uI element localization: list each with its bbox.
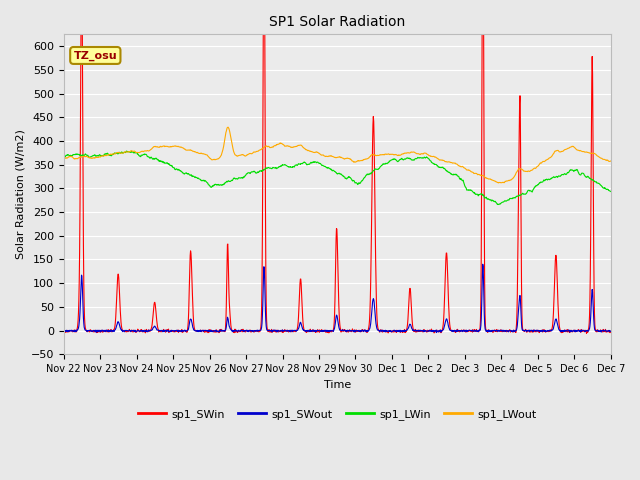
sp1_SWin — [607, 328, 614, 334]
sp1_SWout — [479, 261, 486, 267]
sp1_SWout — [433, 330, 440, 336]
sp1_LWout — [607, 158, 614, 164]
sp1_LWout — [181, 146, 189, 152]
sp1_LWout — [225, 124, 232, 130]
sp1_LWin — [243, 171, 251, 177]
sp1_LWout — [495, 180, 502, 186]
sp1_LWin — [607, 189, 614, 194]
sp1_LWout — [60, 155, 67, 160]
X-axis label: Time: Time — [324, 380, 351, 390]
sp1_SWin — [422, 328, 429, 334]
Line: sp1_LWin: sp1_LWin — [63, 151, 611, 204]
sp1_SWin — [542, 329, 550, 335]
sp1_SWin — [243, 327, 250, 333]
sp1_SWout — [422, 328, 429, 334]
sp1_LWout — [243, 152, 251, 158]
sp1_LWin — [123, 148, 131, 154]
sp1_SWout — [243, 327, 250, 333]
sp1_LWin — [495, 202, 502, 207]
sp1_SWout — [607, 328, 614, 334]
sp1_LWin — [182, 170, 189, 176]
sp1_SWout — [168, 328, 176, 334]
Line: sp1_LWout: sp1_LWout — [63, 127, 611, 183]
Line: sp1_SWin: sp1_SWin — [63, 0, 611, 334]
Title: SP1 Solar Radiation: SP1 Solar Radiation — [269, 15, 405, 29]
sp1_LWin — [493, 202, 501, 207]
sp1_LWout — [168, 144, 176, 150]
sp1_LWout — [422, 150, 430, 156]
Y-axis label: Solar Radiation (W/m2): Solar Radiation (W/m2) — [15, 130, 25, 259]
sp1_LWout — [542, 157, 550, 163]
sp1_SWin — [60, 327, 67, 333]
Legend: sp1_SWin, sp1_SWout, sp1_LWin, sp1_LWout: sp1_SWin, sp1_SWout, sp1_LWin, sp1_LWout — [133, 405, 541, 424]
sp1_LWin — [168, 163, 176, 169]
sp1_LWin — [60, 154, 67, 160]
Line: sp1_SWout: sp1_SWout — [63, 264, 611, 333]
sp1_LWin — [542, 177, 550, 182]
sp1_SWout — [60, 328, 67, 334]
sp1_SWin — [168, 328, 176, 334]
sp1_SWin — [493, 328, 501, 334]
sp1_SWin — [582, 331, 590, 336]
sp1_SWout — [494, 327, 502, 333]
sp1_LWin — [422, 155, 430, 160]
sp1_LWout — [493, 180, 501, 185]
sp1_SWout — [542, 328, 550, 334]
sp1_SWout — [181, 328, 189, 334]
sp1_SWin — [181, 327, 189, 333]
Text: TZ_osu: TZ_osu — [74, 50, 117, 60]
